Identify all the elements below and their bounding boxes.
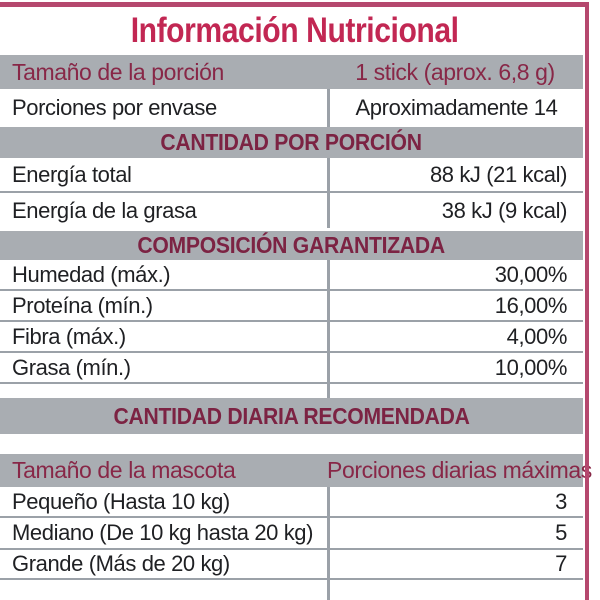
servings-per-package-row: Porciones por envase Aproximadamente 14 [0, 89, 583, 127]
small-pet-row: Pequeño (Hasta 10 kg) 3 [0, 487, 583, 518]
fat-value: 10,00% [327, 353, 583, 382]
medium-pet-value: 5 [327, 518, 583, 548]
protein-row: Proteína (mín.) 16,00% [0, 291, 583, 322]
fiber-label: Fibra (máx.) [12, 323, 126, 349]
right-accent-border [585, 2, 589, 600]
small-pet-value: 3 [327, 487, 583, 516]
pet-size-label: Tamaño de la mascota [12, 457, 236, 483]
large-pet-label: Grande (Más de 20 kg) [12, 551, 230, 576]
protein-label: Proteína (mín.) [12, 292, 153, 318]
medium-pet-row: Mediano (De 10 kg hasta 20 kg) 5 [0, 518, 583, 550]
energy-fat-value: 38 kJ (9 kcal) [327, 193, 583, 228]
servings-per-package-value: Aproximadamente 14 [327, 89, 583, 127]
energy-total-row: Energía total 88 kJ (21 kcal) [0, 158, 583, 193]
banner-daily-recommended-text: CANTIDAD DIARIA RECOMENDADA [113, 402, 470, 429]
title-band: Información Nutricional [0, 7, 589, 55]
serving-size-value: 1 stick (aprox. 6,8 g) [355, 58, 555, 85]
fat-label: Grasa (mín.) [12, 354, 131, 380]
gap [0, 434, 600, 454]
divider-spacer-bottom [0, 580, 583, 600]
banner-amount-per-serving: CANTIDAD POR PORCIÓN [0, 127, 583, 158]
label-title: Información Nutricional [130, 11, 459, 50]
medium-pet-label: Mediano (De 10 kg hasta 20 kg) [12, 520, 314, 545]
top-accent-bar [0, 2, 589, 7]
fiber-value: 4,00% [327, 322, 583, 351]
banner-guaranteed-composition-text: COMPOSICIÓN GARANTIZADA [137, 232, 446, 258]
large-pet-row: Grande (Más de 20 kg) 7 [0, 550, 583, 580]
banner-daily-recommended: CANTIDAD DIARIA RECOMENDADA [0, 398, 583, 434]
energy-fat-label: Energía de la grasa [12, 197, 197, 223]
small-pet-label: Pequeño (Hasta 10 kg) [12, 488, 230, 514]
large-pet-value: 7 [327, 550, 583, 578]
banner-guaranteed-composition: COMPOSICIÓN GARANTIZADA [0, 231, 583, 260]
moisture-value: 30,00% [327, 260, 583, 289]
serving-size-label: Tamaño de la porción [12, 58, 224, 85]
fiber-row: Fibra (máx.) 4,00% [0, 322, 583, 353]
moisture-row: Humedad (máx.) 30,00% [0, 260, 583, 291]
divider-spacer [0, 384, 583, 398]
energy-total-value: 88 kJ (21 kcal) [327, 158, 583, 191]
daily-portions-label: Porciones diarias máximas [327, 457, 592, 483]
energy-fat-row: Energía de la grasa 38 kJ (9 kcal) [0, 193, 583, 228]
banner-amount-per-serving-text: CANTIDAD POR PORCIÓN [160, 129, 423, 155]
energy-total-label: Energía total [12, 161, 132, 187]
moisture-label: Humedad (máx.) [12, 261, 171, 287]
pet-size-header-row: Tamaño de la mascota Porciones diarias m… [0, 454, 592, 487]
serving-size-header-row: Tamaño de la porción 1 stick (aprox. 6,8… [0, 55, 583, 89]
servings-per-package-label: Porciones por envase [12, 95, 217, 120]
protein-value: 16,00% [327, 291, 583, 320]
fat-row: Grasa (mín.) 10,00% [0, 353, 583, 384]
